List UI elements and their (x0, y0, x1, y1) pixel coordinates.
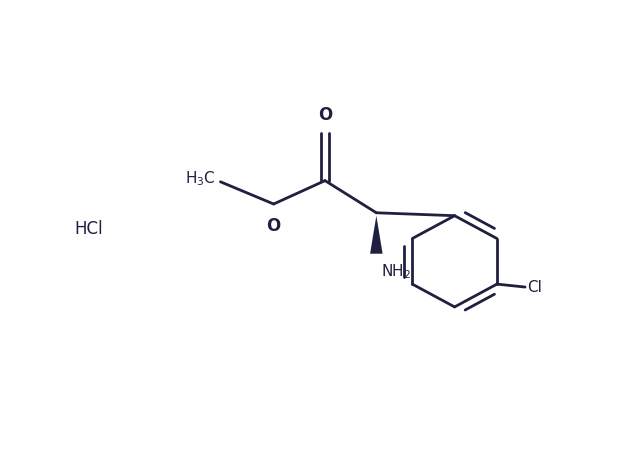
Text: Cl: Cl (527, 280, 543, 295)
Text: NH$_2$: NH$_2$ (381, 262, 412, 281)
Text: O: O (266, 217, 281, 235)
Text: H$_3$C: H$_3$C (185, 170, 216, 188)
Text: HCl: HCl (74, 220, 102, 238)
Text: O: O (318, 106, 332, 124)
Polygon shape (370, 216, 383, 254)
